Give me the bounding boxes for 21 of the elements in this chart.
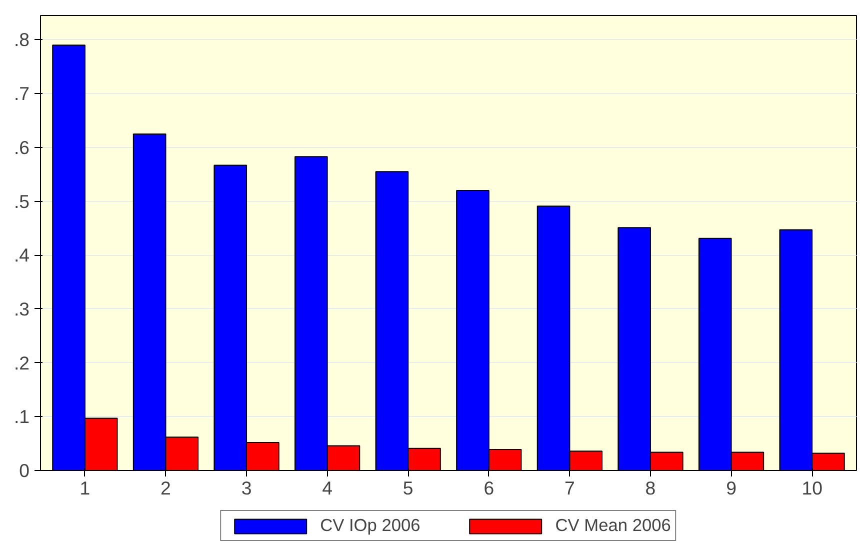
x-tick-label: 5 (402, 478, 414, 498)
legend-label: CV IOp 2006 (320, 515, 420, 536)
x-tick-label: 4 (322, 478, 333, 498)
x-tick-label: 7 (564, 478, 575, 498)
y-tick-label: .1 (14, 406, 30, 428)
x-tick-label: 6 (484, 478, 494, 498)
x-tick-label: 9 (726, 478, 736, 498)
legend-label: CV Mean 2006 (555, 515, 671, 536)
x-tick-label: 2 (160, 478, 171, 498)
y-tick-label: .5 (14, 190, 30, 212)
x-tick-label: 1 (80, 478, 90, 498)
y-tick-label: .3 (14, 298, 30, 320)
y-tick-label: .7 (14, 83, 30, 104)
x-tick-label: 10 (802, 478, 822, 498)
x-tick-label: 3 (241, 478, 252, 498)
y-tick-label: .6 (14, 136, 30, 158)
x-tick-label: 8 (645, 478, 656, 498)
y-tick-label: .2 (14, 352, 30, 374)
y-tick-label: .8 (14, 29, 30, 50)
y-tick-label: 0 (19, 460, 30, 481)
y-tick-label: .4 (14, 244, 30, 266)
